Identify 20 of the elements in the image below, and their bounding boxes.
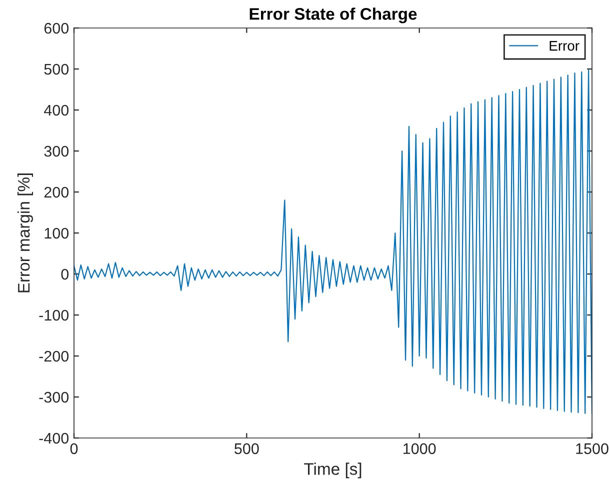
x-tick-label: 0 — [70, 443, 78, 454]
chart-title: Error State of Charge — [250, 8, 417, 24]
y-tick-label: -200 — [39, 350, 69, 362]
y-tick-label: 400 — [44, 104, 69, 116]
y-tick-label: -400 — [39, 432, 69, 444]
x-axis-title: Time [s] — [304, 462, 362, 478]
y-tick-label: -300 — [39, 392, 69, 403]
y-tick-label: 200 — [44, 186, 69, 198]
line-series — [74, 70, 592, 414]
y-tick-label: 100 — [44, 228, 69, 239]
x-tick-label: 500 — [234, 443, 259, 454]
y-tick-label: 0 — [61, 268, 69, 280]
x-tick-label: 1000 — [404, 443, 436, 454]
y-tick-label: 600 — [44, 22, 69, 34]
x-tick-label: 1500 — [576, 443, 608, 454]
y-tick-label: 300 — [44, 146, 69, 157]
y-tick-label: -100 — [39, 310, 69, 321]
legend-label: Error — [550, 41, 580, 51]
y-axis-title: Error margin [%] — [17, 174, 34, 292]
y-tick-label: 500 — [44, 64, 69, 75]
